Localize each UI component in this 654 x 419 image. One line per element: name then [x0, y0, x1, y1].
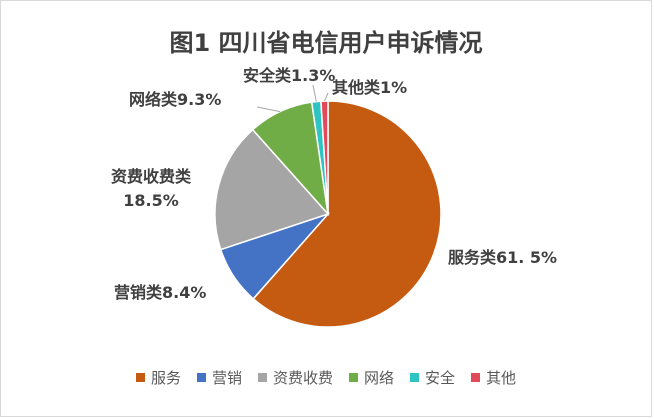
leader-line-其他 — [323, 92, 329, 102]
legend-label: 安全 — [425, 369, 456, 387]
legend-swatch — [135, 373, 145, 382]
legend-label: 营销 — [211, 369, 242, 387]
pie-slice-服务 — [252, 100, 442, 328]
legend-label: 服务 — [150, 369, 181, 387]
legend-item-网络: 网络 — [349, 367, 394, 388]
data-label-营销: 营销类8.4% — [114, 283, 206, 302]
legend-label: 其他 — [486, 369, 517, 387]
legend-label: 网络 — [364, 369, 395, 387]
legend-item-营销: 营销 — [196, 367, 242, 388]
legend-item-安全: 安全 — [410, 367, 455, 388]
legend-label: 资费收费 — [272, 369, 333, 387]
data-label-资费收费: 资费收费类 18.5% — [111, 167, 192, 210]
legend: 服务 营销 资费收费 网络 安全 其他 — [1, 367, 651, 388]
leader-line-网络 — [256, 106, 281, 113]
data-label-网络: 网络类9.3% — [129, 90, 221, 109]
legend-swatch — [257, 373, 267, 382]
legend-item-服务: 服务 — [135, 367, 181, 388]
pie-slice-资费收费 — [214, 128, 330, 251]
legend-swatch — [471, 373, 481, 382]
pie-chart: 服务类61. 5% 营销类8.4% 资费收费类 18.5% 网络类9.3% 安全类1.3%… — [111, 66, 557, 328]
chart-title: 图1 四川省电信用户申诉情况 — [169, 29, 483, 57]
legend-swatch — [196, 373, 206, 382]
legend-item-资费收费: 资费收费 — [257, 367, 333, 388]
legend-swatch — [410, 373, 420, 382]
legend-swatch — [349, 373, 358, 382]
data-label-安全: 安全类1.3% — [243, 66, 335, 85]
legend-item-其他: 其他 — [471, 367, 516, 388]
data-label-其他: 其他类1% — [332, 78, 407, 97]
data-label-服务: 服务类61. 5% — [448, 248, 557, 267]
leader-line-安全 — [312, 84, 317, 102]
